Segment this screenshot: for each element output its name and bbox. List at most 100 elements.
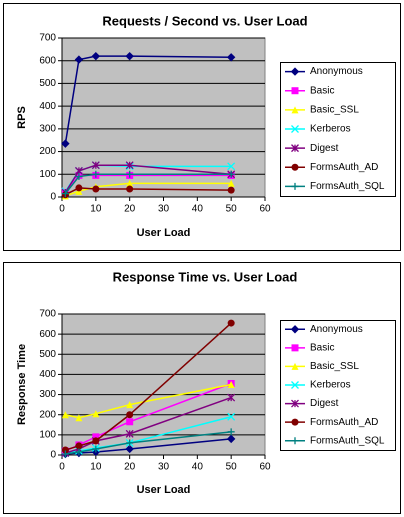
legend-marker: [291, 163, 299, 171]
legend-box: [280, 62, 396, 197]
legend-label: FormsAuth_AD: [310, 417, 378, 428]
legend-label: Basic_SSL: [310, 104, 359, 115]
marker: [227, 162, 236, 171]
y-tick-label: 300: [39, 123, 56, 134]
legend-label: FormsAuth_AD: [310, 162, 378, 173]
legend-marker: [291, 362, 299, 370]
y-tick-label: 300: [39, 389, 56, 400]
legend-marker: [291, 87, 299, 95]
x-tick-label: 40: [192, 204, 204, 215]
marker: [92, 185, 100, 193]
legend-label: Basic: [310, 85, 334, 96]
legend-label: Digest: [310, 143, 339, 154]
marker: [125, 429, 134, 438]
marker: [75, 184, 83, 192]
marker: [227, 319, 235, 327]
marker: [126, 401, 134, 409]
marker: [126, 439, 134, 447]
marker: [126, 170, 134, 178]
y-tick-label: 400: [39, 101, 56, 112]
marker: [75, 414, 83, 422]
legend-label: Kerberos: [310, 380, 351, 391]
legend-marker: [291, 125, 299, 133]
x-tick-label: 30: [158, 204, 170, 215]
y-tick-label: 400: [39, 369, 56, 380]
x-tick-label: 0: [59, 204, 65, 215]
marker: [91, 161, 100, 170]
y-tick-label: 0: [50, 192, 56, 203]
legend-label: FormsAuth_SQL: [310, 435, 385, 446]
chart-title: Requests / Second vs. User Load: [102, 13, 307, 28]
x-tick-label: 50: [226, 462, 238, 473]
x-tick-label: 40: [192, 462, 204, 473]
marker: [92, 433, 100, 441]
marker: [92, 445, 100, 453]
legend-label: Kerberos: [310, 124, 351, 135]
marker: [61, 139, 70, 148]
x-tick-label: 10: [90, 204, 102, 215]
legend-marker: [291, 182, 299, 190]
y-tick-label: 500: [39, 349, 56, 360]
x-tick-label: 30: [158, 462, 170, 473]
x-tick-label: 60: [259, 462, 271, 473]
marker: [227, 381, 235, 388]
marker: [125, 161, 134, 170]
marker: [226, 53, 236, 62]
marker: [125, 444, 134, 454]
chart-title: Response Time vs. User Load: [113, 269, 298, 284]
x-tick-label: 0: [59, 462, 65, 473]
marker: [61, 450, 69, 458]
y-axis-label: RPS: [16, 106, 28, 129]
y-tick-label: 500: [39, 78, 56, 89]
x-axis-label: User Load: [137, 227, 191, 239]
legend-marker: [291, 344, 299, 352]
x-tick-label: 20: [124, 462, 136, 473]
y-tick-label: 600: [39, 329, 56, 340]
legend-label: Anonymous: [310, 324, 363, 335]
marker: [126, 185, 134, 193]
marker: [227, 428, 235, 436]
marker: [61, 190, 69, 198]
marker: [126, 179, 134, 187]
legend-marker: [291, 418, 299, 426]
y-tick-label: 0: [50, 450, 56, 461]
marker: [92, 410, 100, 418]
marker: [227, 179, 235, 187]
legend-label: Digest: [310, 398, 339, 409]
marker: [74, 55, 84, 64]
legend-label: Basic: [310, 342, 334, 353]
marker: [92, 170, 100, 178]
marker: [227, 393, 236, 402]
legend-label: Anonymous: [310, 66, 363, 77]
plot-area: [61, 37, 266, 198]
x-tick-label: 20: [124, 204, 136, 215]
marker: [75, 173, 83, 181]
legend-marker: [290, 325, 300, 334]
y-tick-label: 700: [39, 33, 56, 44]
marker: [227, 412, 236, 421]
legend-marker: [291, 106, 299, 114]
y-tick-label: 100: [39, 169, 56, 180]
marker: [61, 411, 69, 419]
y-tick-label: 200: [39, 409, 56, 420]
marker: [125, 51, 134, 61]
legend-marker: [291, 381, 299, 389]
y-tick-label: 100: [39, 429, 56, 440]
y-tick-label: 200: [39, 146, 56, 157]
legend-marker: [291, 399, 299, 408]
marker: [126, 411, 134, 419]
marker: [227, 186, 235, 194]
x-tick-label: 60: [259, 204, 271, 215]
y-axis-label: Response Time: [16, 344, 28, 425]
marker: [75, 448, 83, 456]
marker: [92, 437, 100, 445]
marker: [227, 170, 235, 178]
marker: [61, 446, 69, 454]
legend-label: FormsAuth_SQL: [310, 181, 385, 192]
x-tick-label: 50: [226, 204, 238, 215]
y-tick-label: 600: [39, 55, 56, 66]
legend-marker: [291, 437, 299, 445]
y-tick-label: 700: [39, 309, 56, 320]
x-tick-label: 10: [90, 462, 102, 473]
